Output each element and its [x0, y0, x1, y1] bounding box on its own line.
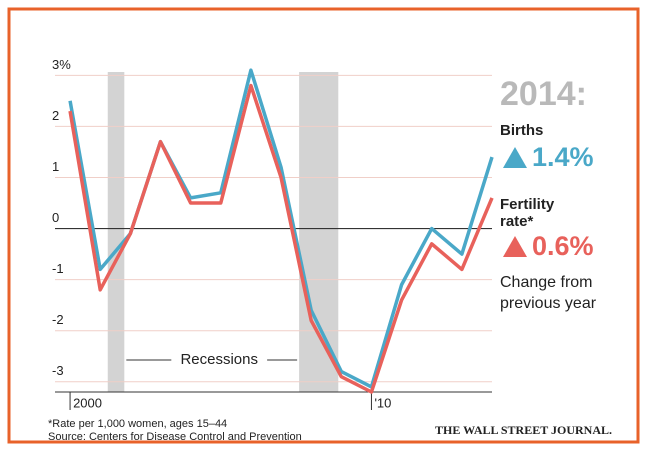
headline: 2014: — [500, 75, 587, 113]
y-tick-label: 1 — [52, 159, 59, 174]
y-tick-label: 0 — [52, 210, 59, 225]
y-tick-label: 2 — [52, 108, 59, 123]
footnote: *Rate per 1,000 women, ages 15–44 — [48, 418, 227, 430]
recession-band — [299, 72, 339, 392]
change-note: Change from — [500, 274, 593, 291]
recession-band — [107, 72, 125, 392]
footnote: Source: Centers for Disease Control and … — [48, 431, 302, 443]
recession-label: Recessions — [180, 351, 258, 368]
x-tick-label: '10 — [374, 395, 391, 410]
series-line — [68, 83, 494, 394]
legend-fertility: Fertility — [500, 196, 555, 213]
up-triangle — [503, 147, 527, 168]
y-tick-label: -2 — [52, 312, 64, 327]
credit: THE WALL STREET JOURNAL. — [435, 423, 612, 437]
up-triangle — [503, 236, 527, 257]
change-note: previous year — [500, 295, 597, 312]
x-tick-label: 2000 — [73, 395, 102, 410]
y-tick-label: -1 — [52, 261, 64, 276]
legend-births: Births — [500, 122, 543, 139]
fertility-change: 0.6% — [532, 231, 594, 261]
births-change: 1.4% — [532, 142, 594, 172]
y-tick-label: 3% — [52, 57, 71, 72]
frame — [7, 7, 640, 444]
legend-fertility: rate* — [500, 213, 534, 230]
y-tick-label: -3 — [52, 363, 64, 378]
